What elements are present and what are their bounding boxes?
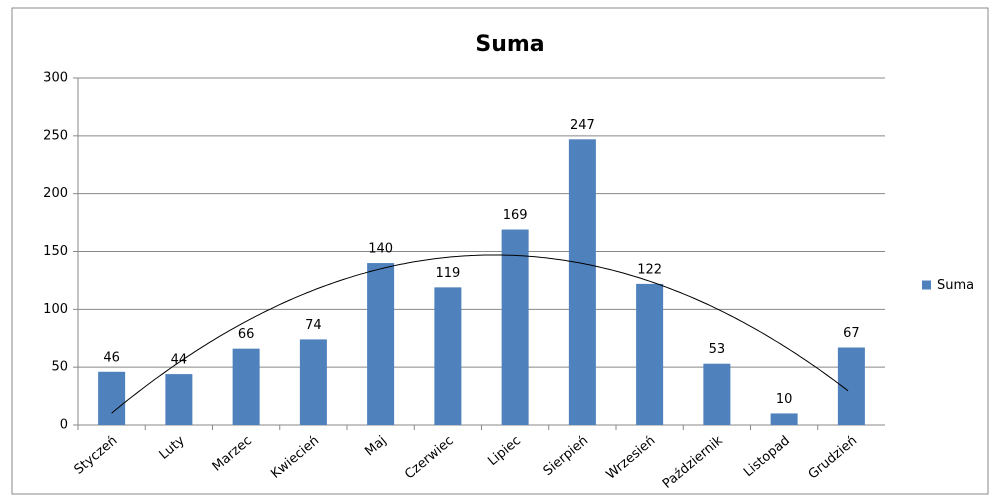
y-tick-label: 150	[43, 244, 68, 259]
bar	[703, 363, 731, 425]
data-label: 44	[171, 353, 188, 368]
data-label: 119	[435, 266, 460, 281]
legend-label: Suma	[937, 278, 974, 293]
data-label: 53	[709, 342, 726, 357]
bar	[568, 139, 596, 425]
data-label: 140	[368, 242, 393, 257]
data-label: 169	[503, 208, 528, 223]
bar	[770, 413, 798, 425]
y-tick-label: 100	[43, 302, 68, 317]
data-label: 247	[570, 118, 595, 133]
bar	[165, 374, 193, 425]
data-label: 122	[637, 262, 662, 277]
chart-title: Suma	[475, 32, 544, 57]
y-tick-label: 200	[43, 186, 68, 201]
y-tick-label: 50	[51, 360, 68, 375]
bar	[98, 371, 126, 425]
bar	[636, 283, 664, 425]
y-tick-label: 250	[43, 128, 68, 143]
data-label: 10	[776, 392, 793, 407]
data-label: 46	[103, 350, 120, 365]
y-tick-label: 300	[43, 71, 68, 86]
data-label: 74	[305, 318, 322, 333]
trendline	[111, 254, 849, 414]
legend-swatch	[922, 280, 931, 290]
bar	[367, 263, 395, 425]
bar	[299, 339, 327, 425]
bar	[232, 348, 260, 425]
data-label: 67	[843, 326, 860, 341]
bar	[501, 229, 529, 425]
data-label: 66	[238, 327, 255, 342]
bar	[434, 287, 462, 425]
y-tick-label: 0	[60, 418, 68, 433]
